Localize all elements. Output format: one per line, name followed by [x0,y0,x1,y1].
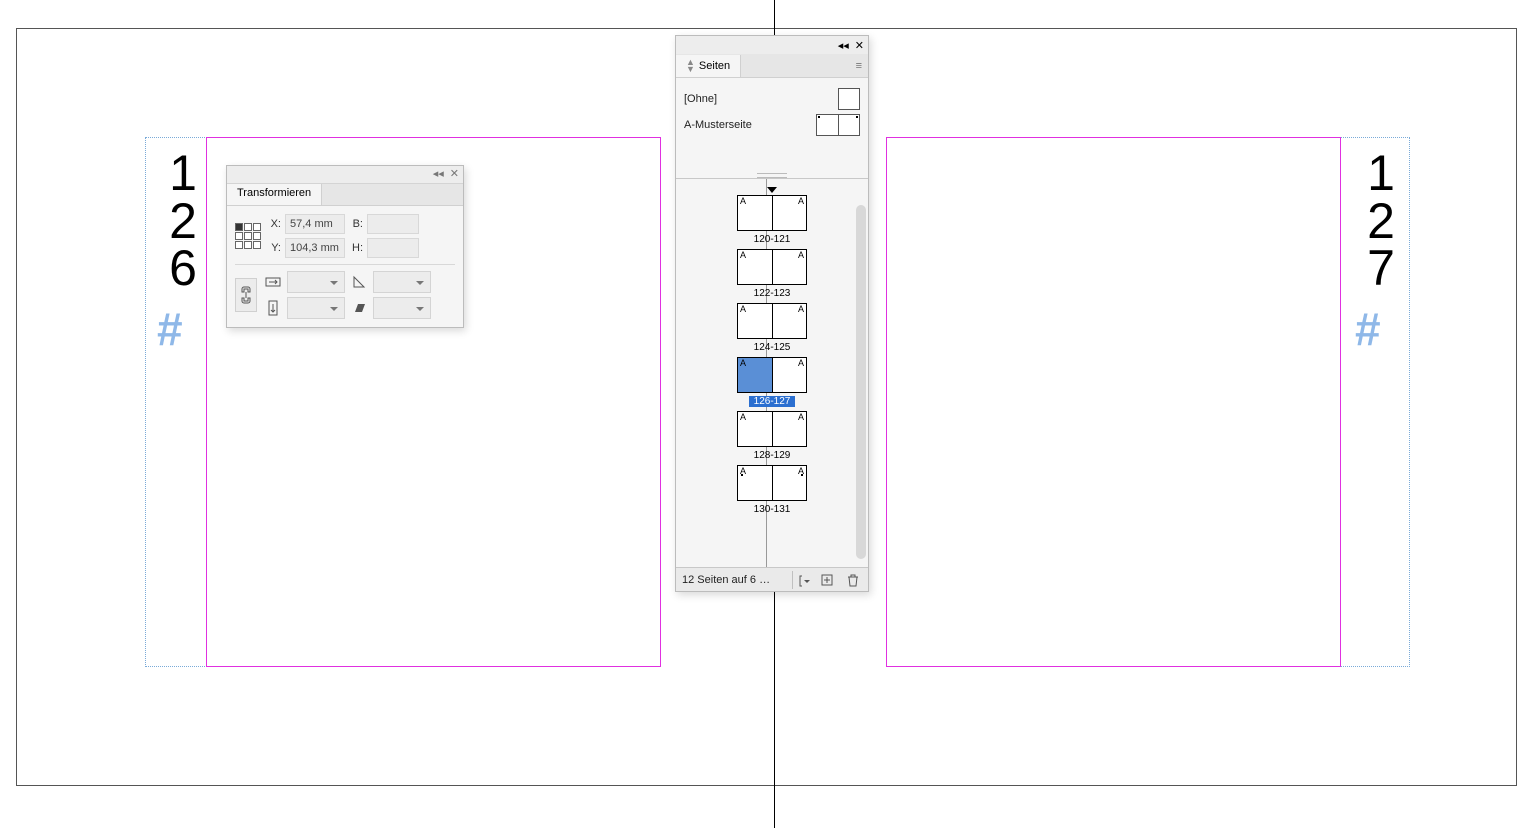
transform-body: X: B: Y: H: [227,206,463,327]
hash-mark-right: # [1355,302,1377,356]
collapse-icon[interactable]: ◂◂ [433,169,444,180]
transform-panel[interactable]: ◂◂ ✕ Transformieren X: B: Y: [226,165,464,328]
spread-page-left-thumb[interactable]: A [738,304,773,338]
digit: 2 [160,198,206,246]
spread-item[interactable]: AA 130-131 [737,465,807,515]
panel-menu-icon[interactable]: ≡ [850,60,868,72]
h-input[interactable] [367,238,419,258]
digit: 1 [1358,150,1404,198]
spread-page-right-thumb[interactable]: A [773,358,807,392]
panel-tabbar: Transformieren [227,184,463,206]
master-row-a[interactable]: A-Musterseite [684,112,860,138]
close-icon[interactable]: ✕ [450,169,459,180]
sort-icon: ▲▼ [686,59,695,73]
reference-point-grid[interactable] [235,223,261,249]
master-thumb-none[interactable] [838,88,860,110]
x-input[interactable] [285,214,345,234]
digit: 7 [1358,245,1404,293]
scale-y-icon [263,298,283,318]
spread-thumb[interactable]: AA [737,465,807,501]
master-label: [Ohne] [684,93,838,105]
spread-page-left-thumb[interactable]: A [738,412,773,446]
delete-page-button[interactable] [844,571,862,589]
digit: 1 [160,150,206,198]
spread-item[interactable]: AA 120-121 [737,195,807,245]
spread-item[interactable]: AA 128-129 [737,411,807,461]
master-row-none[interactable]: [Ohne] [684,86,860,112]
section-resize-handle[interactable] [676,172,868,178]
scale-y-dropdown[interactable] [287,297,345,319]
spread-page-right-thumb[interactable]: A [773,250,807,284]
status-text: 12 Seiten auf 6 Dr… [682,574,778,586]
spread-thumb[interactable]: AA [737,303,807,339]
link-scale-button[interactable] [235,278,257,312]
b-label: B: [349,218,363,230]
close-icon[interactable]: ✕ [855,39,864,52]
spread-thumb[interactable]: AA [737,357,807,393]
shear-dropdown[interactable] [373,297,431,319]
new-page-button[interactable] [818,571,836,589]
x-label: X: [267,218,281,230]
y-label: Y: [267,242,281,254]
insert-marker-icon [767,187,777,193]
panel-titlebar[interactable]: ◂◂ ✕ [227,166,463,184]
panel-tabbar: ▲▼ Seiten ≡ [676,54,868,78]
spread-page-left-thumb[interactable]: A [738,466,773,500]
spread-label[interactable]: 120-121 [749,234,796,245]
document-page-right[interactable] [886,137,1341,667]
h-label: H: [349,242,363,254]
tab-transform[interactable]: Transformieren [227,184,322,205]
hash-mark-left: # [157,302,179,356]
spread-page-left-thumb[interactable]: A [738,250,773,284]
spread-page-right-thumb[interactable]: A [773,196,807,230]
scale-x-dropdown[interactable] [287,271,345,293]
shear-icon [349,298,369,318]
digit: 6 [160,245,206,293]
spread-label[interactable]: 130-131 [749,504,796,515]
digit: 2 [1358,198,1404,246]
spread-page-right-thumb[interactable]: A [773,304,807,338]
y-input[interactable] [285,238,345,258]
spread-item[interactable]: AA 122-123 [737,249,807,299]
spread-page-left-thumb[interactable]: A [738,196,773,230]
spread-page-right-thumb[interactable]: A [773,412,807,446]
spread-label[interactable]: 128-129 [749,450,796,461]
tab-label: Seiten [699,60,730,72]
master-label: A-Musterseite [684,119,816,131]
spreads-section: AA120-121AA122-123AA124-125AA126-127AA12… [676,179,868,567]
page-number-right: 1 2 7 [1358,150,1404,293]
rotate-dropdown[interactable] [373,271,431,293]
spread-page-right-thumb[interactable]: A [773,466,807,500]
pages-panel-footer: 12 Seiten auf 6 Dr… [676,567,868,591]
spread-label[interactable]: 126-127 [749,396,796,407]
b-input[interactable] [367,214,419,234]
spread-thumb[interactable]: AA [737,411,807,447]
scale-x-icon [263,272,283,292]
edit-page-size-button[interactable] [792,571,810,589]
master-pages-section: [Ohne] A-Musterseite [676,78,868,179]
pages-panel[interactable]: ◂◂ ✕ ▲▼ Seiten ≡ [Ohne] A-Musterseite AA… [675,35,869,592]
rotate-icon [349,272,369,292]
spread-label[interactable]: 124-125 [749,342,796,353]
spread-page-left-thumb[interactable]: A [738,358,773,392]
panel-titlebar[interactable]: ◂◂ ✕ [676,36,868,54]
collapse-icon[interactable]: ◂◂ [838,39,849,52]
spread-item[interactable]: AA 124-125 [737,303,807,353]
page-number-left: 1 2 6 [160,150,206,293]
spread-thumb[interactable]: AA [737,249,807,285]
tab-pages[interactable]: ▲▼ Seiten [676,55,741,77]
spread-thumb[interactable]: AA [737,195,807,231]
spread-label[interactable]: 122-123 [749,288,796,299]
spread-item[interactable]: AA 126-127 [737,357,807,407]
master-thumb-a[interactable] [816,114,860,136]
